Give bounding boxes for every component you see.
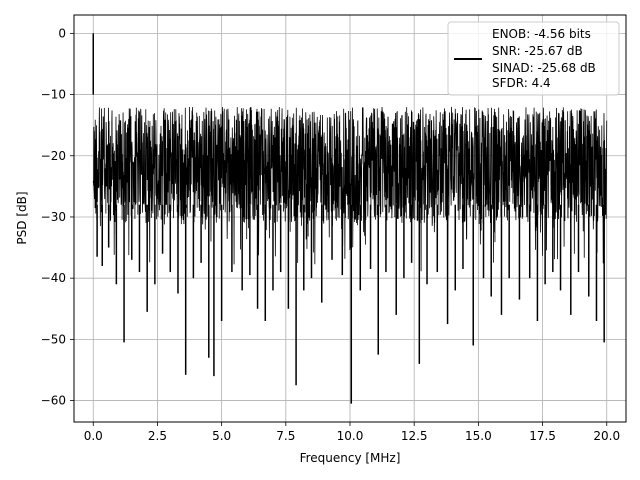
- x-tick-label: 0.0: [84, 429, 103, 443]
- series-group: [92, 33, 608, 404]
- x-tick-label: 20.0: [593, 429, 620, 443]
- x-tick-label: 12.5: [401, 429, 428, 443]
- legend-line-enob: ENOB: -4.56 bits: [492, 27, 591, 41]
- y-tick-label: −60: [41, 394, 66, 408]
- y-tick-label: −20: [41, 149, 66, 163]
- y-axis-ticks: 0 −10 −20 −30 −40 −50 −60: [41, 26, 74, 408]
- y-tick-label: −50: [41, 332, 66, 346]
- x-tick-label: 17.5: [529, 429, 556, 443]
- legend-line-sinad: SINAD: -25.68 dB: [492, 61, 596, 75]
- x-axis-label: Frequency [MHz]: [300, 451, 401, 465]
- legend: ENOB: -4.56 bits SNR: -25.67 dB SINAD: -…: [447, 21, 620, 96]
- y-tick-label: 0: [58, 26, 66, 40]
- legend-box: [447, 21, 620, 96]
- x-axis-ticks: 0.0 2.5 5.0 7.5 10.0 12.5 15.0 17.5 20.0: [84, 422, 620, 443]
- x-tick-label: 5.0: [212, 429, 231, 443]
- x-tick-label: 15.0: [465, 429, 492, 443]
- y-tick-label: −40: [41, 271, 66, 285]
- x-tick-label: 10.0: [337, 429, 364, 443]
- legend-line-snr: SNR: -25.67 dB: [492, 44, 583, 58]
- x-tick-label: 2.5: [148, 429, 167, 443]
- y-axis-label: PSD [dB]: [15, 191, 29, 244]
- legend-line-sfdr: SFDR: 4.4: [492, 76, 551, 90]
- x-tick-label: 7.5: [276, 429, 295, 443]
- series-line: [92, 106, 608, 272]
- y-tick-label: −10: [41, 88, 66, 102]
- y-tick-label: −30: [41, 210, 66, 224]
